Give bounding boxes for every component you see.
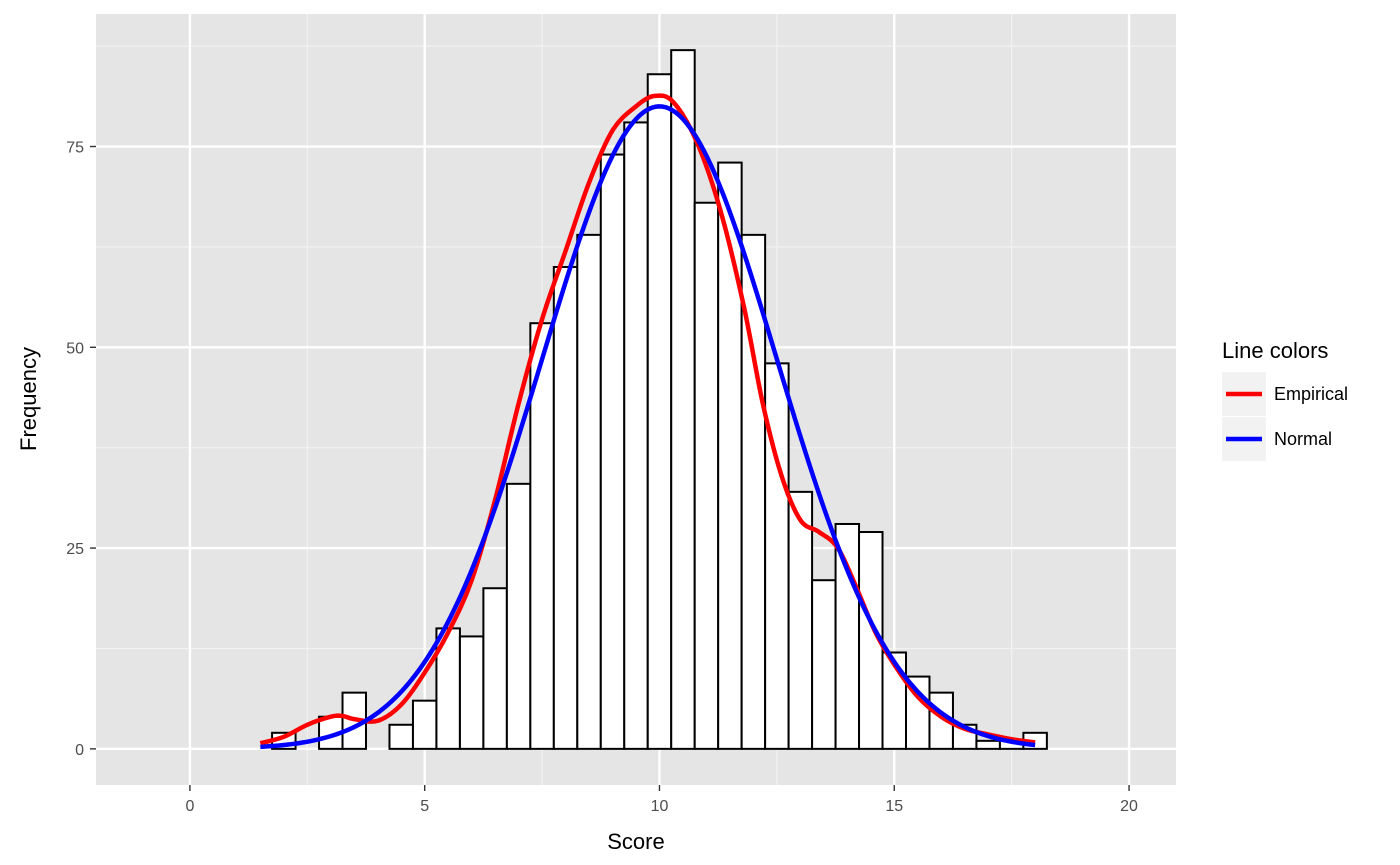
x-axis-ticks: 0 5 10 15 20	[185, 785, 1138, 815]
y-axis-ticks: 0 25 50 75	[66, 140, 96, 759]
y-tick-label: 25	[66, 541, 84, 558]
histogram-bar	[834, 522, 861, 750]
x-tick-label: 20	[1120, 798, 1138, 815]
histogram-bar	[811, 579, 837, 750]
histogram-bars	[271, 49, 1048, 750]
histogram-bar	[693, 201, 720, 750]
histogram-bar	[787, 490, 814, 750]
x-axis-title: Score	[607, 829, 664, 854]
x-tick-label: 5	[420, 798, 429, 815]
histogram-bar	[411, 699, 438, 750]
legend: Line colors Empirical Normal	[1222, 338, 1348, 461]
y-tick-label: 75	[66, 140, 84, 157]
histogram-bar	[482, 587, 508, 750]
normal-line	[260, 104, 1036, 750]
legend-label-normal: Normal	[1274, 429, 1332, 449]
histogram-bar	[623, 121, 649, 750]
x-tick-label: 0	[185, 798, 194, 815]
x-tick-label: 10	[651, 798, 669, 815]
histogram-bar	[576, 233, 602, 750]
y-axis-title: Frequency	[16, 347, 41, 451]
histogram-bar	[646, 73, 673, 750]
histogram-bar	[505, 482, 532, 750]
histogram-bar	[599, 153, 626, 750]
histogram-bar	[670, 49, 696, 750]
histogram-bar	[458, 635, 485, 750]
histogram-bar	[975, 739, 1001, 750]
histogram-bar	[552, 265, 579, 750]
histogram-bar	[388, 723, 414, 750]
y-tick-label: 0	[75, 742, 84, 759]
legend-label-empirical: Empirical	[1274, 384, 1348, 404]
y-tick-label: 50	[66, 340, 84, 357]
x-tick-label: 15	[885, 798, 903, 815]
legend-title: Line colors	[1222, 338, 1328, 363]
